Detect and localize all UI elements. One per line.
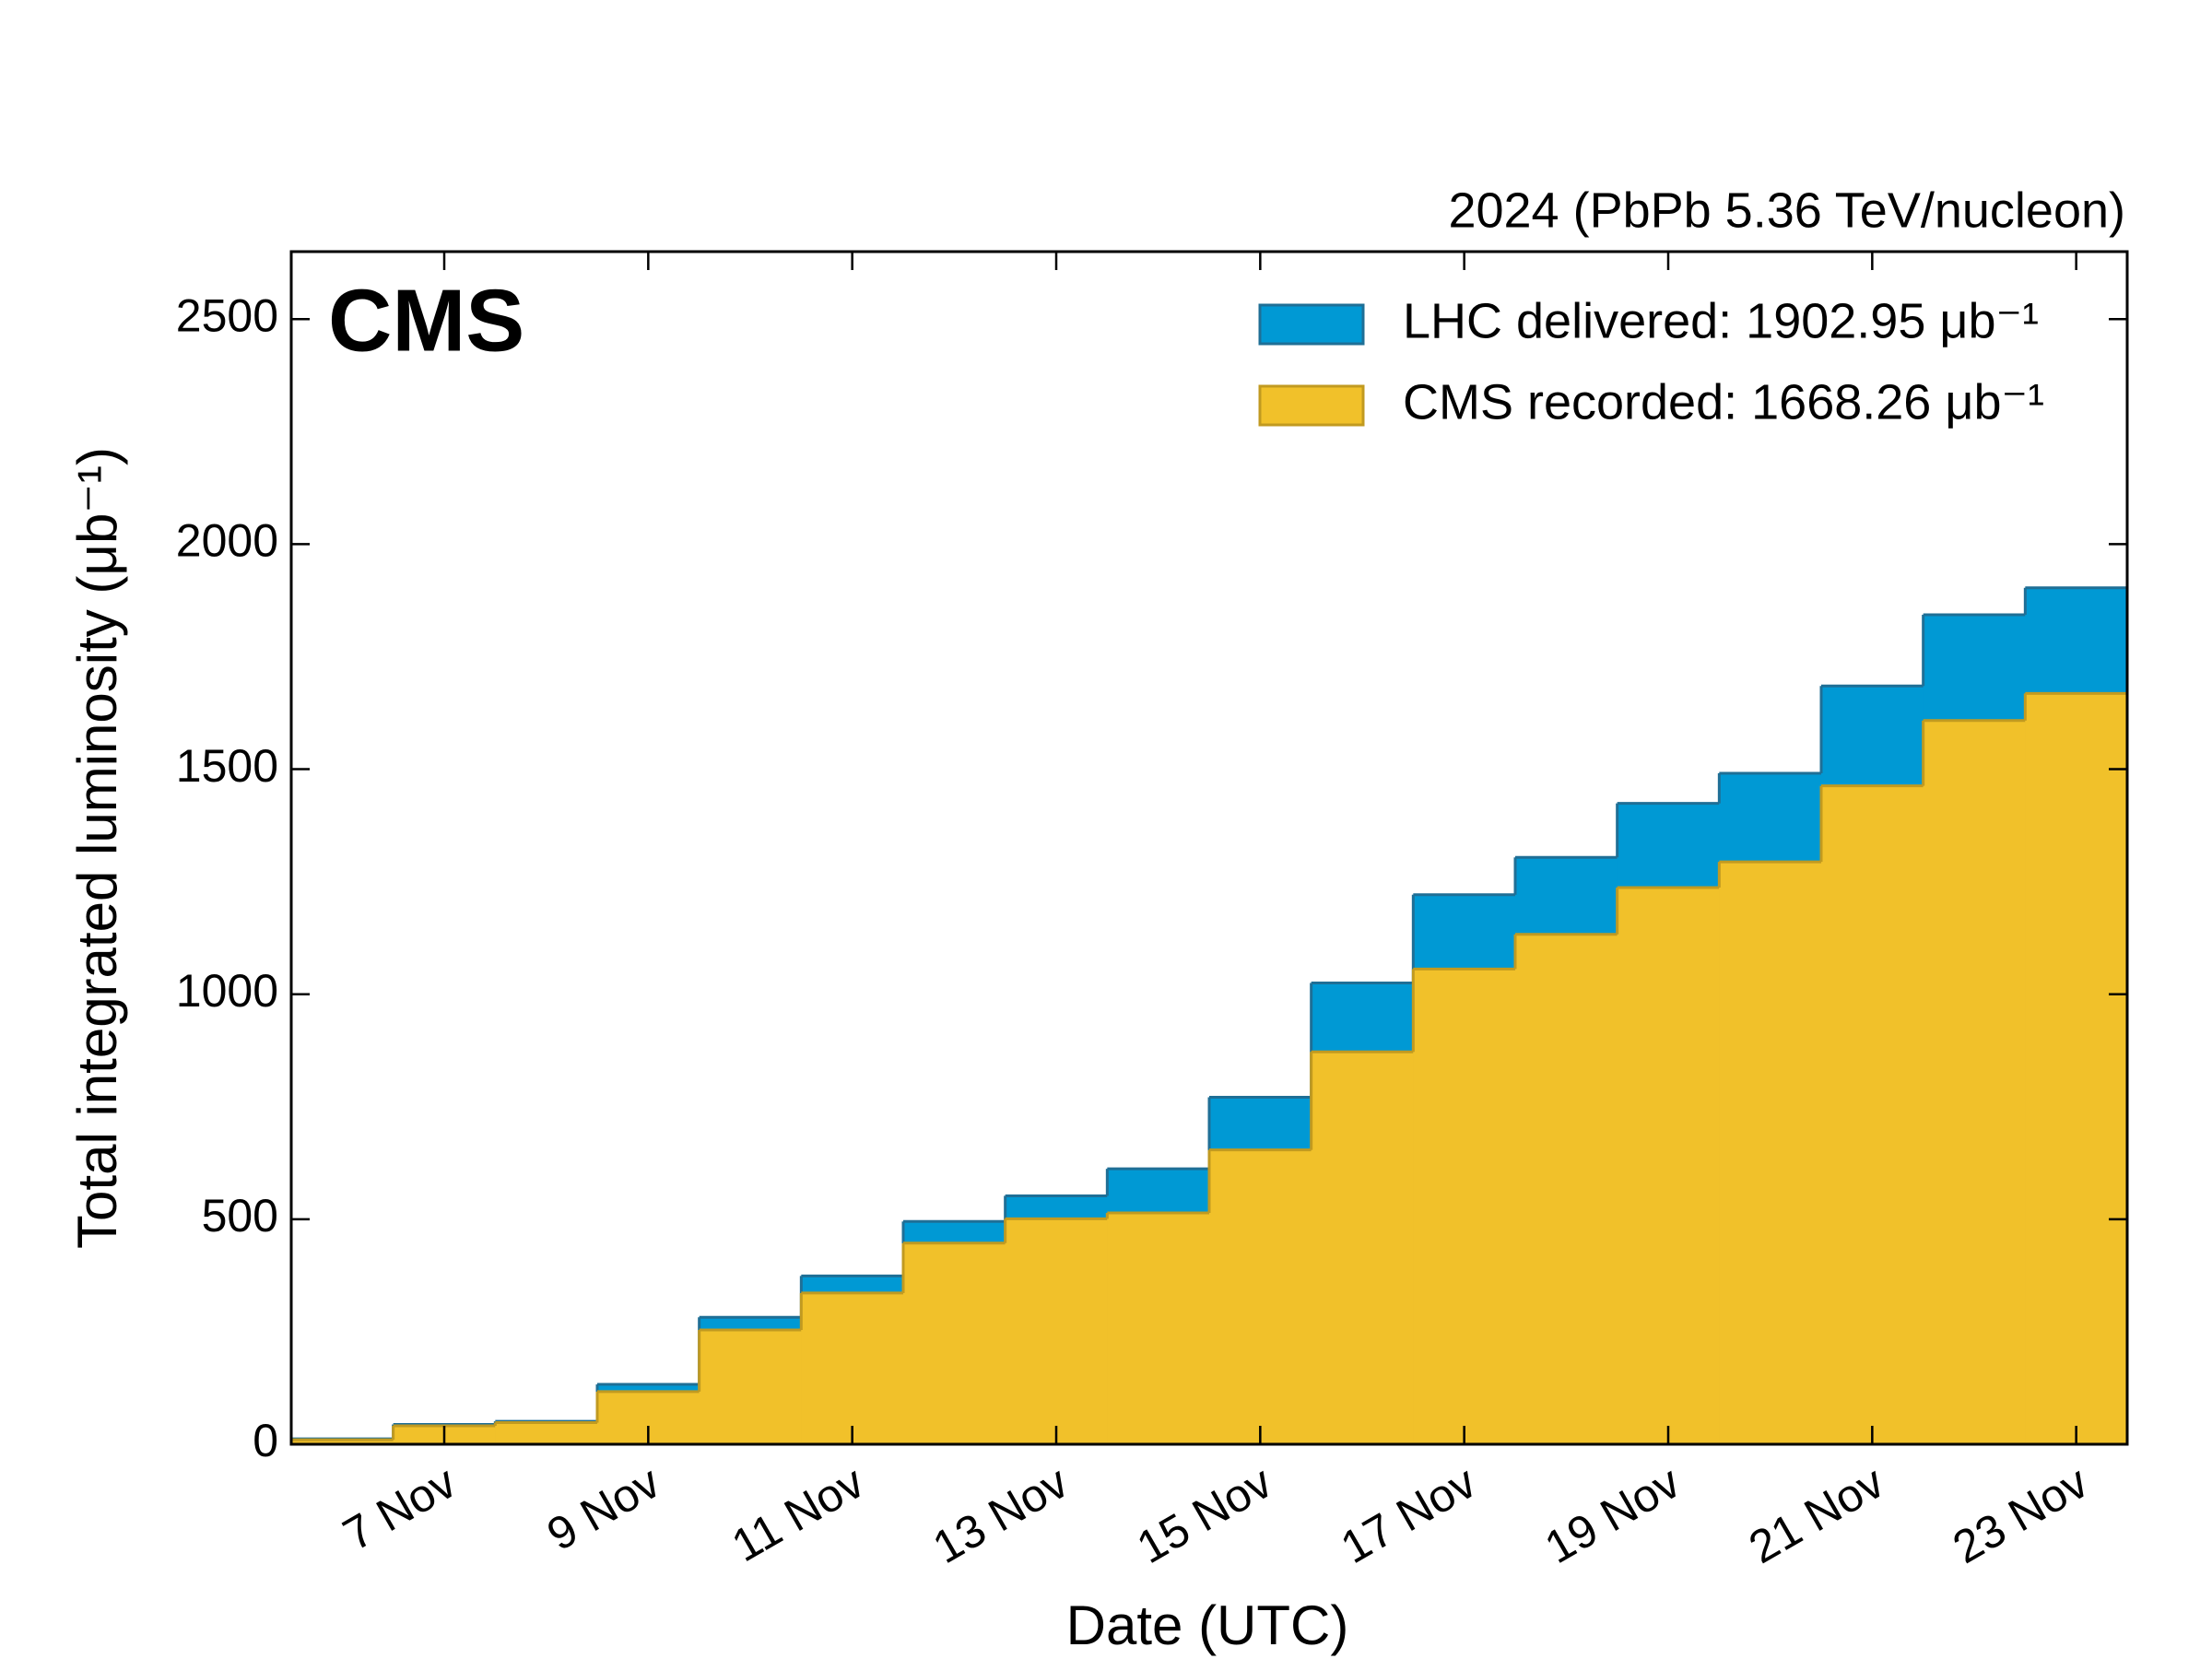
legend-swatch [1258, 384, 1365, 427]
bar [1209, 1149, 1312, 1444]
bar [699, 1329, 802, 1444]
chart-subtitle: 2024 (PbPb 5.36 TeV/nucleon) [1448, 182, 2125, 238]
y-tick-label: 2000 [176, 515, 278, 567]
y-tick-label: 2500 [176, 289, 278, 341]
x-tick-label: 23 Nov [1945, 1455, 2097, 1573]
bar [1719, 862, 1822, 1444]
y-tick-label: 0 [253, 1415, 278, 1466]
y-tick-label: 1500 [176, 740, 278, 792]
y-axis-label: Total integrated luminosity (μb⁻¹) [66, 447, 128, 1249]
plot-frame [289, 250, 2129, 1446]
bar [1311, 1052, 1414, 1444]
x-tick-label: 13 Nov [924, 1455, 1077, 1573]
y-tick-label: 500 [202, 1190, 278, 1241]
x-tick-label: 19 Nov [1536, 1455, 1688, 1573]
chart-title: CMS [328, 271, 524, 370]
legend-label: LHC delivered: 1902.95 μb⁻¹ [1403, 293, 2039, 348]
x-tick-label: 15 Nov [1128, 1455, 1280, 1573]
bar [1005, 1218, 1108, 1444]
x-axis-label: Date (UTC) [1066, 1594, 1349, 1656]
bar [1107, 1213, 1210, 1444]
bar [1821, 785, 1924, 1444]
bar [1413, 969, 1516, 1444]
bar [2025, 693, 2128, 1444]
x-tick-label: 17 Nov [1333, 1455, 1485, 1573]
bar [1923, 720, 2026, 1444]
bar [291, 1440, 394, 1444]
x-tick-label: 11 Nov [724, 1455, 873, 1571]
x-tick-label: 21 Nov [1740, 1455, 1892, 1573]
bar [495, 1422, 598, 1444]
x-tick-label: 7 Nov [335, 1455, 465, 1560]
x-tick-label: 9 Nov [538, 1455, 668, 1560]
bar [801, 1292, 904, 1444]
bar [1617, 887, 1720, 1444]
y-tick-label: 1000 [176, 965, 278, 1017]
legend-swatch [1258, 303, 1365, 346]
bar [903, 1242, 1006, 1444]
legend-label: CMS recorded: 1668.26 μb⁻¹ [1403, 374, 2044, 429]
bar [1515, 934, 1618, 1444]
